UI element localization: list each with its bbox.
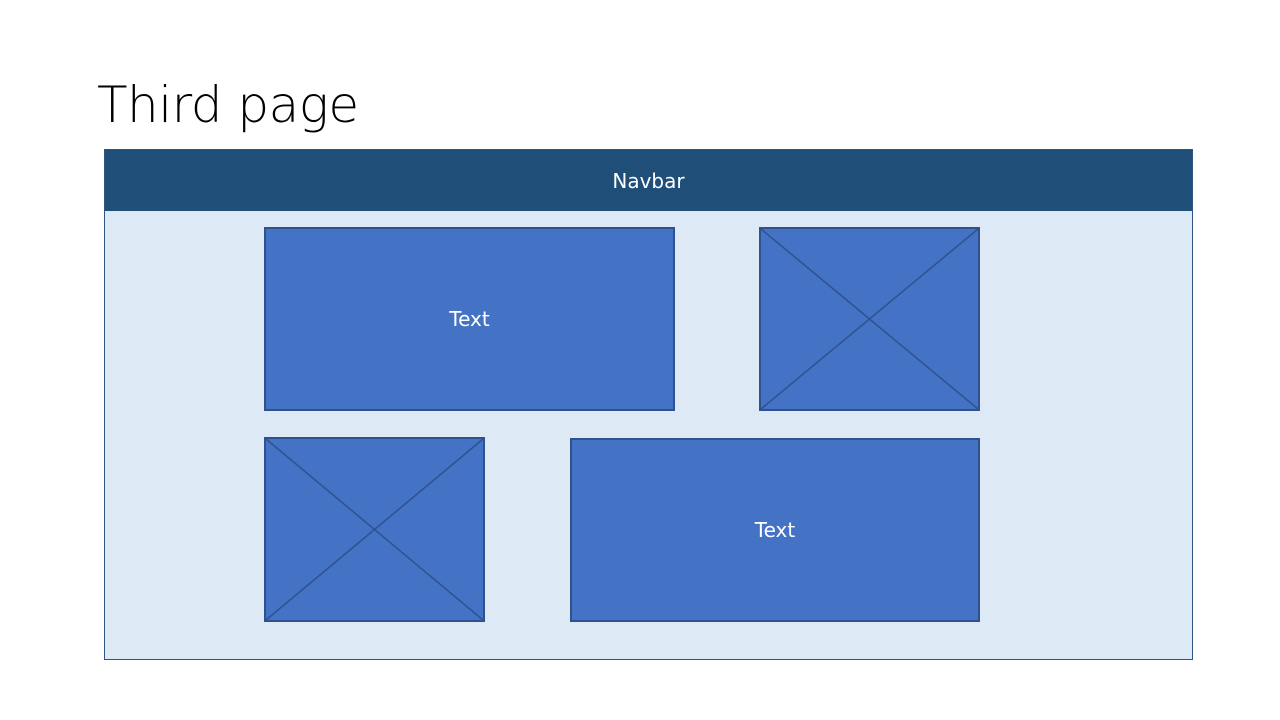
text-block-bottom-label: Text	[754, 518, 796, 542]
text-block-top: Text	[264, 227, 675, 411]
text-block-bottom: Text	[570, 438, 980, 622]
image-placeholder-icon	[761, 229, 978, 409]
image-placeholder-icon	[266, 439, 483, 620]
page-title: Third page	[97, 76, 359, 134]
image-placeholder-top	[759, 227, 980, 411]
text-block-top-label: Text	[449, 307, 490, 331]
navbar-label: Navbar	[612, 168, 685, 193]
navbar: Navbar	[105, 150, 1192, 211]
image-placeholder-bottom	[264, 437, 485, 622]
wireframe-container: Navbar Text Text	[104, 149, 1193, 660]
